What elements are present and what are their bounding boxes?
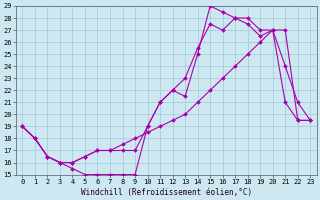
X-axis label: Windchill (Refroidissement éolien,°C): Windchill (Refroidissement éolien,°C) [81,188,252,197]
